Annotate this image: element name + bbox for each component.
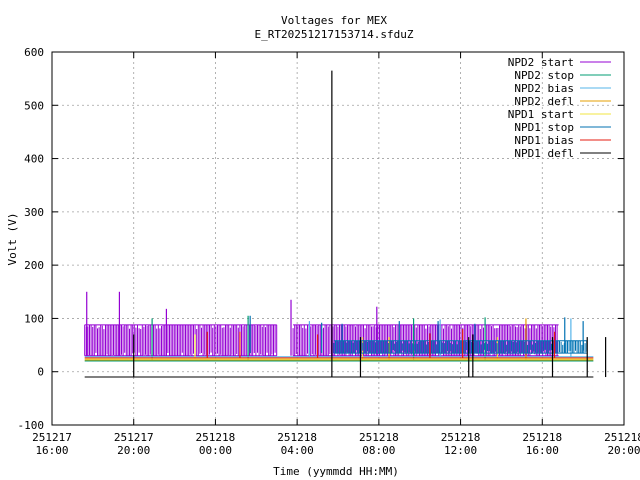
x-tick-time-label: 16:00 (35, 444, 68, 457)
x-tick-date-label: 251218 (441, 431, 481, 444)
x-tick-time-label: 20:00 (117, 444, 150, 457)
x-tick-date-label: 251217 (114, 431, 154, 444)
x-tick-time-label: 12:00 (444, 444, 477, 457)
x-tick-date-label: 251218 (522, 431, 562, 444)
y-tick-label: 200 (24, 259, 44, 272)
x-tick-date-label: 251217 (32, 431, 72, 444)
legend-label: NPD1 bias (514, 134, 574, 147)
series-noise-band (84, 324, 278, 356)
legend-label: NPD1 defl (514, 147, 574, 160)
legend-label: NPD2 defl (514, 95, 574, 108)
series-layer (84, 70, 607, 378)
y-tick-label: 300 (24, 206, 44, 219)
series-npd2-start (84, 291, 559, 357)
x-tick-time-label: 08:00 (362, 444, 395, 457)
legend-label: NPD1 stop (514, 121, 574, 134)
legend-label: NPD2 start (508, 56, 574, 69)
plot-frame (51, 51, 625, 426)
y-axis-label: Volt (V) (6, 213, 19, 266)
legend-label: NPD2 stop (514, 69, 574, 82)
y-tick-label: 500 (24, 99, 44, 112)
y-tick-label: 100 (24, 312, 44, 325)
x-tick-time-label: 00:00 (199, 444, 232, 457)
series-npd1-defl (84, 70, 607, 378)
legend-label: NPD2 bias (514, 82, 574, 95)
chart-subtitle: E_RT20251217153714.sfduZ (255, 28, 414, 41)
y-tick-label: 0 (37, 366, 44, 379)
x-tick-date-label: 251218 (196, 431, 236, 444)
y-tick-label: 400 (24, 153, 44, 166)
series-npd1-bias (84, 329, 594, 359)
x-tick-date-label: 251218 (359, 431, 399, 444)
y-tick-label: -100 (18, 419, 45, 432)
x-tick-time-label: 16:00 (526, 444, 559, 457)
series-noise-band (333, 340, 588, 354)
series-npd1-stop (249, 315, 588, 354)
legend-label: NPD1 start (508, 108, 574, 121)
x-tick-time-label: 20:00 (607, 444, 640, 457)
series-npd2-stop (84, 315, 594, 362)
x-tick-time-label: 04:00 (281, 444, 314, 457)
x-tick-date-label: 251218 (277, 431, 317, 444)
y-tick-label: 600 (24, 46, 44, 59)
x-axis-label: Time (yymmdd HH:MM) (273, 465, 399, 478)
x-tick-date-label: 251218 (604, 431, 640, 444)
chart-title: Voltages for MEX (281, 14, 387, 27)
axis-ticks: -100010020030040050060025121716:00251217… (18, 46, 640, 457)
